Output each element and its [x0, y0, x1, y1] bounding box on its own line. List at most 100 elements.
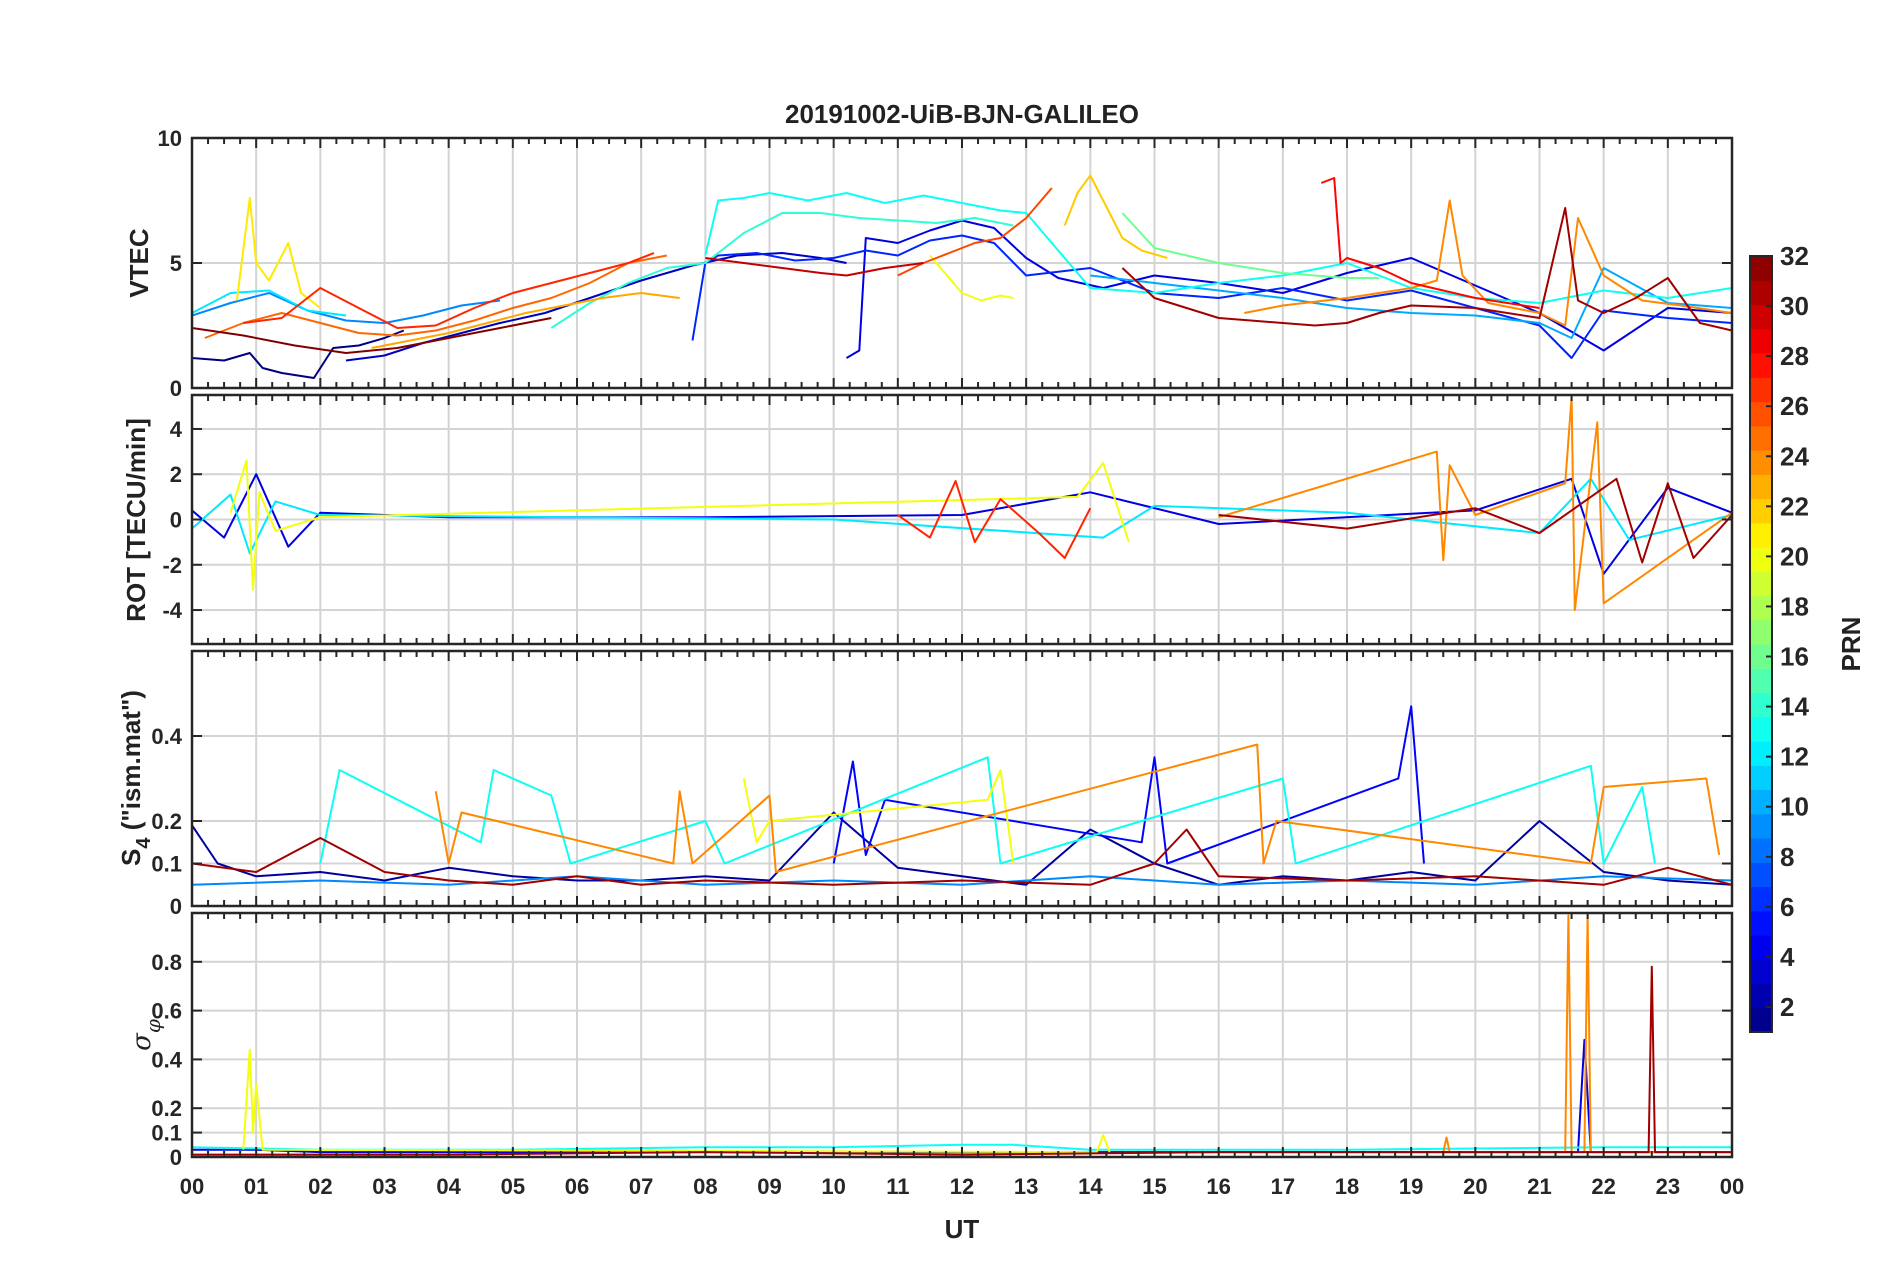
series-line-prn-31 — [1121, 207, 1732, 332]
series-line-prn-20 — [242, 1048, 1111, 1154]
x-tick-label: 16 — [1206, 1174, 1230, 1199]
colorbar-segment — [1750, 522, 1772, 548]
y-tick-label: 2 — [170, 462, 182, 487]
series-line-prn-31 — [192, 828, 1732, 886]
y-axis-label: VTEC — [124, 228, 154, 298]
y-tick-label: 0 — [170, 1145, 182, 1170]
y-tick-label: 0 — [170, 376, 182, 401]
series-line-prn-2 — [192, 811, 1732, 886]
colorbar-segment — [1750, 789, 1772, 815]
series-line-prn-12 — [192, 289, 347, 317]
colorbar-segment — [1750, 959, 1772, 985]
colorbar-segment — [1750, 547, 1772, 572]
series-line-prn-13 — [704, 192, 1732, 304]
colorbar-segment — [1750, 474, 1772, 500]
series-line-prn-10 — [1090, 267, 1732, 339]
series-line-prn-1 — [192, 329, 405, 379]
series-line-prn-23 — [371, 292, 680, 349]
panel-4: 00.10.2 0.4 0.6 0.8 σφ — [127, 911, 1734, 1170]
colorbar-tick-label: 12 — [1780, 742, 1809, 772]
series-line-prn-4 — [845, 219, 1732, 359]
x-tick-label: 02 — [308, 1174, 332, 1199]
panel-frame — [190, 911, 1734, 1159]
colorbar-segment — [1750, 450, 1772, 475]
colorbar-segment — [1750, 619, 1772, 645]
colorbar-tick-label: 2 — [1780, 992, 1794, 1022]
colorbar-tick-label: 6 — [1780, 892, 1794, 922]
series-line-prn-9 — [192, 875, 1732, 886]
x-tick-label: 22 — [1591, 1174, 1615, 1199]
panel-1: 0 5 10 VTEC — [124, 126, 1734, 401]
colorbar-segment — [1750, 328, 1772, 354]
y-tick-label: 0.1 — [151, 852, 182, 877]
y-tick-label: 10 — [158, 126, 182, 151]
series-line-prn-24 — [434, 743, 1721, 873]
series-line-prn-24 — [1442, 914, 1732, 1154]
series-line-prn-13 — [319, 756, 1656, 865]
series-line-prn-9 — [192, 292, 501, 324]
colorbar-tick-label: 22 — [1780, 491, 1809, 521]
colorbar-segment — [1750, 280, 1772, 306]
x-tick-label: 20 — [1463, 1174, 1487, 1199]
x-tick-label: 01 — [244, 1174, 268, 1199]
series-line-prn-25 — [204, 254, 667, 339]
y-tick-label: 0.4 — [151, 724, 182, 749]
y-tick-label: 0.2 — [151, 809, 182, 834]
y-axis-label: ROT [TECU/min] — [121, 418, 151, 622]
series-line-prn-28 — [1320, 177, 1540, 309]
colorbar-segment — [1750, 644, 1772, 669]
y-tick-label: 5 — [170, 251, 182, 276]
y-tick-label: -2 — [162, 553, 182, 578]
colorbar-segment — [1750, 862, 1772, 888]
series-line-prn-32 — [192, 317, 552, 354]
series-line-prn-20 — [742, 769, 1015, 864]
x-tick-label: 07 — [629, 1174, 653, 1199]
colorbar-segment — [1750, 425, 1772, 451]
x-tick-label: 18 — [1335, 1174, 1359, 1199]
series-line-prn-24 — [1244, 199, 1732, 327]
colorbar-tick-label: 4 — [1780, 942, 1795, 972]
series-line-prn-12 — [192, 477, 1732, 555]
series-line-prn-22 — [1063, 174, 1168, 259]
colorbar-segment — [1750, 692, 1772, 718]
colorbar-segment — [1750, 910, 1772, 936]
series-line-prn-6 — [691, 234, 1732, 359]
series-line-prn-27 — [897, 480, 1092, 559]
x-tick-label: 09 — [757, 1174, 781, 1199]
x-tick-label: 15 — [1142, 1174, 1166, 1199]
colorbar-segment — [1750, 256, 1772, 281]
chart-title: 20191002-UiB-BJN-GALILEO — [785, 99, 1139, 129]
series-line-prn-20 — [929, 254, 1014, 302]
colorbar-frame — [1749, 255, 1773, 1033]
y-tick-label: 0.2 — [151, 1096, 182, 1121]
colorbar-segment — [1750, 668, 1772, 694]
colorbar-segment — [1750, 886, 1772, 912]
series-line-prn-20 — [229, 459, 1130, 591]
colorbar-tick-label: 10 — [1780, 792, 1809, 822]
colorbar-tick-label: 14 — [1780, 692, 1809, 722]
y-tick-label: 0.1 — [151, 1121, 182, 1146]
colorbar-segment — [1750, 401, 1772, 427]
colorbar-segment — [1750, 353, 1772, 378]
y-tick-label: 0.8 — [151, 950, 182, 975]
x-tick-label: 03 — [372, 1174, 396, 1199]
x-axis: 00 01 02 03 04 05 06 07 08 09 10 11 12 13 14 15 16 17 18 19… — [180, 1174, 1744, 1199]
x-tick-label: 11 — [886, 1174, 909, 1199]
x-tick-label: 13 — [1014, 1174, 1038, 1199]
x-tick-label: 12 — [950, 1174, 974, 1199]
series-line-prn-14 — [550, 212, 1014, 329]
y-tick-label: 0.6 — [151, 999, 182, 1024]
series-group — [192, 174, 1732, 379]
colorbar-segment — [1750, 983, 1772, 1009]
series-line-prn-30 — [705, 257, 924, 277]
x-tick-label: 00 — [1720, 1174, 1744, 1199]
colorbar-segment — [1750, 813, 1772, 839]
colorbar-label: PRN — [1836, 617, 1866, 672]
colorbar-tick-label: 24 — [1780, 441, 1809, 471]
series-line-prn-31 — [1218, 477, 1732, 564]
x-tick-label: 06 — [565, 1174, 589, 1199]
y-tick-label: 0 — [170, 894, 182, 919]
x-axis-label: UT — [945, 1214, 980, 1244]
y-tick-label: 4 — [170, 417, 183, 442]
